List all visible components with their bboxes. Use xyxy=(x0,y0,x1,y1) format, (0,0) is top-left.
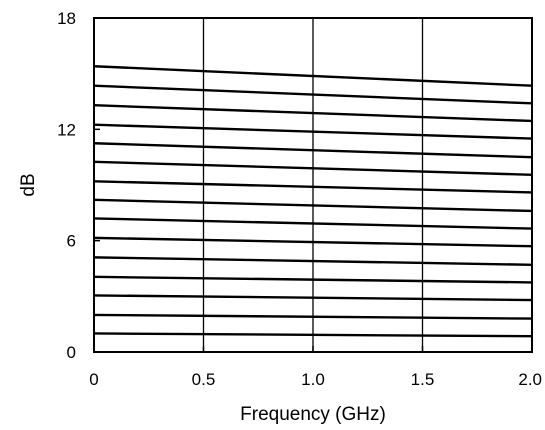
x-tick-label-1: 0.5 xyxy=(192,370,216,389)
series-line-1 xyxy=(93,332,533,338)
x-tick-label-0: 0 xyxy=(89,370,98,389)
x-tick-label-2: 1.0 xyxy=(301,370,325,389)
series-line-12 xyxy=(93,123,533,140)
y-tick-label-1: 6 xyxy=(67,232,76,251)
y-tick-labels: 0 6 12 18 xyxy=(57,9,76,362)
series-line-15 xyxy=(93,65,533,87)
series-line-14 xyxy=(93,84,533,105)
x-ticks xyxy=(93,346,533,352)
y-tick-label-0: 0 xyxy=(67,343,76,362)
series-line-6 xyxy=(93,236,533,248)
x-tick-labels: 0 0.5 1.0 1.5 2.0 xyxy=(89,370,542,389)
series-line-4 xyxy=(93,275,533,284)
series-line-7 xyxy=(93,217,533,230)
series-line-8 xyxy=(93,198,533,213)
x-tick-label-3: 1.5 xyxy=(411,370,435,389)
series-line-2 xyxy=(93,313,533,320)
y-axis-title: dB xyxy=(18,173,39,196)
series-line-9 xyxy=(93,180,533,194)
series-line-5 xyxy=(93,256,533,266)
series-line-3 xyxy=(93,294,533,302)
series-line-10 xyxy=(93,160,533,176)
series-line-13 xyxy=(93,104,533,123)
y-tick-label-2: 12 xyxy=(57,120,76,139)
series-line-11 xyxy=(93,142,533,159)
x-axis-title: Frequency (GHz) xyxy=(240,404,386,425)
x-tick-label-4: 2.0 xyxy=(518,370,542,389)
series-lines xyxy=(93,65,533,338)
y-tick-label-3: 18 xyxy=(57,9,76,28)
y-ticks xyxy=(94,17,100,353)
